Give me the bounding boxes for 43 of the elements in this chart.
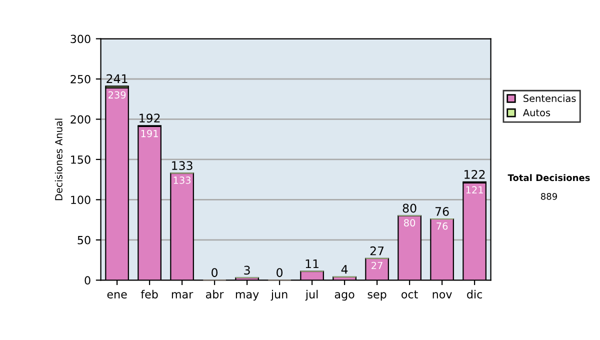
total-label: 80 bbox=[402, 204, 416, 213]
total-label: 11 bbox=[306, 259, 318, 268]
x-tick-label: feb bbox=[140, 290, 158, 298]
total-label: 4 bbox=[341, 265, 348, 274]
total-label: 133 bbox=[172, 161, 192, 170]
total-label: 0 bbox=[276, 268, 283, 278]
legend-label: Autos bbox=[522, 109, 550, 116]
x-tick-label: jul bbox=[305, 290, 318, 301]
data-label: 191 bbox=[141, 130, 158, 138]
text: Total Decisiones bbox=[508, 174, 590, 182]
x-tick-label: dic bbox=[467, 290, 482, 298]
total-label: 192 bbox=[140, 114, 160, 123]
x-tick-label: nov bbox=[432, 292, 452, 298]
data-label: 133 bbox=[174, 176, 191, 184]
legend-label: Sentencias bbox=[524, 94, 576, 102]
x-tick-label: oct bbox=[402, 290, 418, 298]
total-label: 241 bbox=[106, 74, 128, 83]
x-tick-label: sep bbox=[368, 292, 386, 301]
y-tick-label: 200 bbox=[70, 115, 90, 124]
y-axis-title: Decisiones Anual bbox=[54, 118, 62, 200]
total-label: 3 bbox=[244, 266, 250, 275]
x-tick-label: ene bbox=[107, 292, 127, 298]
y-tick-label: 100 bbox=[71, 196, 90, 204]
total-label: 122 bbox=[464, 170, 485, 179]
data-label: 76 bbox=[436, 222, 448, 230]
total-label: 76 bbox=[436, 206, 449, 216]
x-tick-label: may bbox=[236, 292, 259, 301]
y-tick-label: 50 bbox=[78, 236, 90, 244]
data-label: 121 bbox=[466, 186, 483, 194]
data-label: 239 bbox=[108, 91, 126, 99]
text: 889 bbox=[540, 192, 557, 200]
x-tick-label: mar bbox=[172, 292, 194, 298]
data-label: 80 bbox=[404, 219, 416, 227]
y-tick-label: 250 bbox=[70, 74, 90, 84]
y-tick-label: 0 bbox=[84, 276, 90, 285]
y-tick-label: 150 bbox=[71, 155, 90, 164]
x-tick-label: jun bbox=[270, 290, 288, 301]
total-label: 27 bbox=[370, 246, 384, 256]
data-label: 27 bbox=[372, 262, 382, 270]
x-tick-label: abr bbox=[206, 290, 224, 298]
y-tick-label: 300 bbox=[70, 34, 90, 44]
total-label: 0 bbox=[212, 268, 218, 278]
x-tick-label: ago bbox=[334, 292, 354, 301]
